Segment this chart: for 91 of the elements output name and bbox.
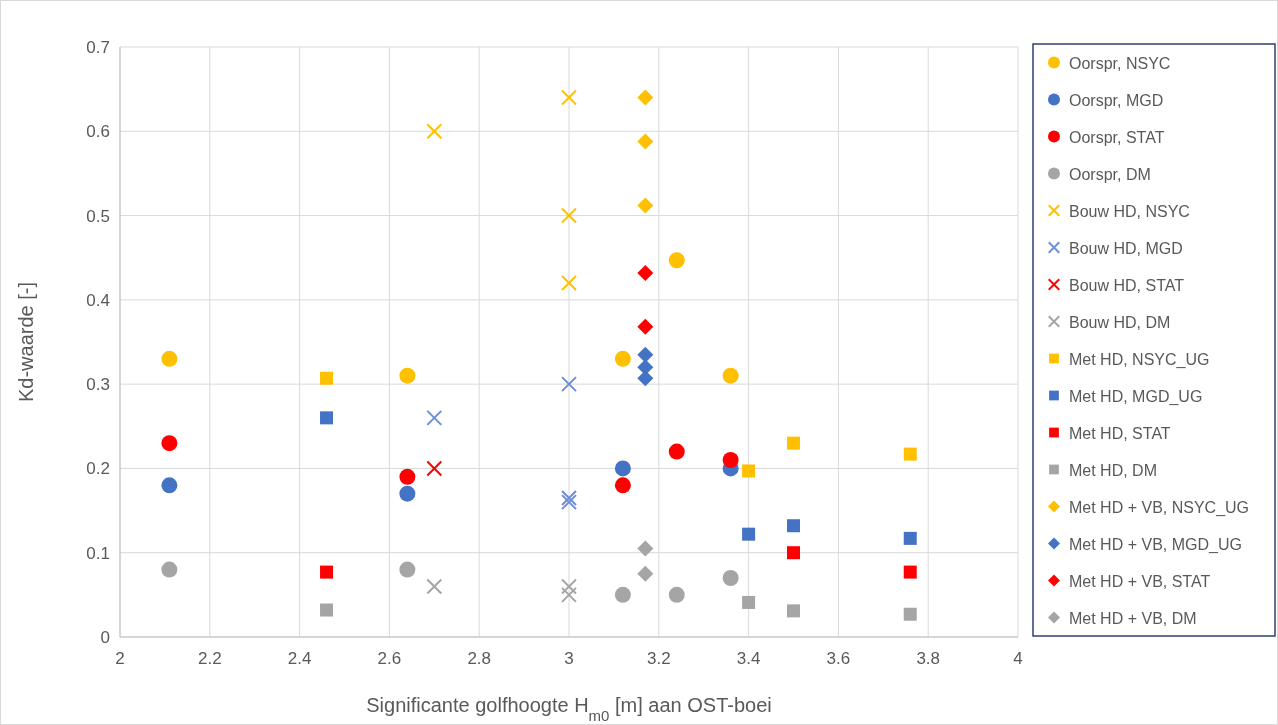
- legend-label: Met HD + VB, STAT: [1069, 572, 1211, 590]
- point: [561, 489, 577, 506]
- x-tick-label: 3.2: [646, 649, 671, 668]
- point: [399, 468, 416, 485]
- point: [399, 485, 416, 502]
- point: [742, 527, 756, 541]
- point: [161, 435, 178, 452]
- point: [426, 409, 443, 426]
- legend-label: Oorspr, NSYC: [1069, 54, 1171, 72]
- point: [561, 578, 577, 595]
- point: [637, 133, 654, 150]
- legend-label: Met HD, MGD_UG: [1069, 387, 1203, 406]
- point: [399, 367, 416, 384]
- legend-label: Met HD, DM: [1069, 461, 1157, 479]
- point: [903, 607, 917, 621]
- point: [614, 477, 631, 494]
- x-tick-label: 3: [564, 649, 574, 668]
- y-tick-label: 0.4: [86, 290, 110, 310]
- legend-label: Bouw HD, DM: [1069, 313, 1171, 331]
- y-tick-label: 0.3: [86, 375, 110, 395]
- legend-label: Met HD + VB, DM: [1069, 609, 1197, 627]
- point: [614, 460, 631, 477]
- y-tick-label: 0: [100, 628, 110, 647]
- x-tick-label: 2.8: [467, 649, 492, 668]
- point: [903, 565, 917, 579]
- legend-label: Bouw HD, MGD: [1069, 239, 1183, 257]
- legend-label: Met HD, NSYC_UG: [1069, 350, 1210, 369]
- legend-label: Met HD + VB, NSYC_UG: [1069, 498, 1250, 517]
- point: [787, 604, 800, 618]
- point: [399, 561, 416, 578]
- point: [722, 452, 739, 468]
- point: [668, 443, 685, 460]
- y-tick-label: 0.1: [86, 543, 110, 563]
- legend-label: Met HD + VB, MGD_UG: [1069, 535, 1242, 554]
- y-tick-label: 0.7: [86, 38, 110, 57]
- point: [637, 197, 654, 214]
- x-tick-label: 2.4: [287, 649, 312, 668]
- point: [161, 561, 178, 578]
- x-tick-label: 4: [1013, 649, 1023, 668]
- point: [426, 578, 443, 595]
- legend-label: Bouw HD, STAT: [1069, 276, 1185, 294]
- legend-label: Oorspr, STAT: [1069, 128, 1165, 146]
- legend-label: Oorspr, DM: [1069, 165, 1151, 183]
- point: [637, 565, 654, 582]
- point: [561, 494, 577, 511]
- point: [426, 123, 443, 140]
- point: [742, 464, 756, 478]
- legend-label: Met HD, STAT: [1069, 424, 1171, 442]
- x-tick-label: 2: [115, 649, 125, 668]
- x-tick-label: 2.6: [377, 649, 402, 668]
- legend-label: Oorspr, MGD: [1069, 91, 1164, 109]
- point: [668, 586, 685, 603]
- point: [561, 275, 577, 291]
- point: [637, 540, 654, 557]
- legend-label: Bouw HD, NSYC: [1069, 202, 1190, 220]
- point: [787, 546, 800, 560]
- point: [787, 519, 800, 533]
- point: [426, 460, 443, 477]
- point: [722, 367, 739, 384]
- point: [614, 350, 631, 367]
- point: [637, 370, 654, 387]
- x-tick-label: 2.2: [197, 649, 222, 668]
- point: [320, 371, 334, 385]
- point: [637, 89, 654, 106]
- point: [722, 570, 739, 586]
- point: [742, 595, 756, 609]
- x-tick-label: 3.4: [736, 649, 761, 668]
- point: [637, 346, 654, 363]
- point: [320, 603, 334, 617]
- x-tick-label: 3.6: [826, 649, 851, 668]
- point: [903, 531, 917, 545]
- point: [561, 207, 577, 224]
- point: [561, 89, 577, 106]
- point: [561, 586, 577, 603]
- point: [903, 447, 917, 461]
- point: [320, 565, 334, 579]
- point: [668, 252, 685, 269]
- point: [320, 411, 334, 425]
- y-axis-title: Kd-waarde [-]: [15, 281, 37, 403]
- x-axis-title: Significante golfhoogte H$_{m0}$ [m] aan OST-boei: [366, 694, 772, 724]
- point: [637, 318, 654, 335]
- point: [787, 436, 800, 450]
- y-tick-label: 0.2: [86, 459, 110, 479]
- point: [561, 376, 577, 393]
- point: [161, 350, 178, 367]
- point: [637, 264, 654, 281]
- point: [614, 586, 631, 603]
- point: [161, 477, 178, 494]
- x-tick-label: 3.8: [916, 649, 941, 668]
- y-tick-label: 0.5: [86, 206, 110, 226]
- y-tick-label: 0.6: [86, 122, 110, 142]
